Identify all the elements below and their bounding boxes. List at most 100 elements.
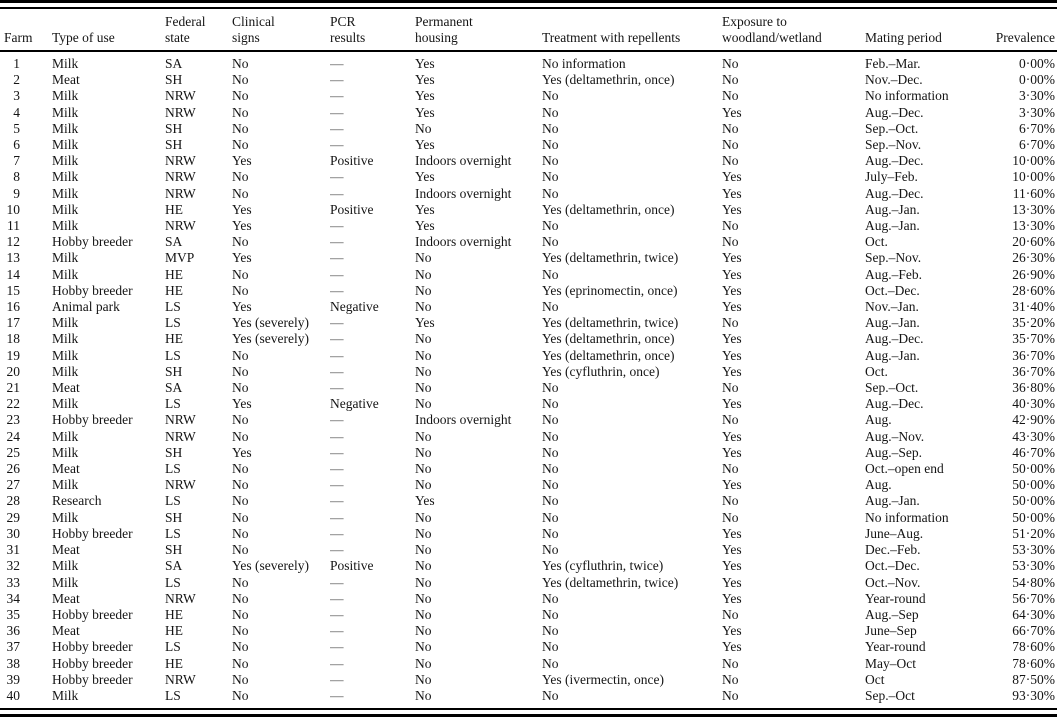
table-row: 23 Hobby breeder NRW No — Indoors overnight No… xyxy=(0,412,1057,428)
table-cell: — xyxy=(330,461,415,477)
table-cell: No xyxy=(232,477,249,493)
table-row: 39 Hobby breeder NRW No — No Yes (ivermectin, … xyxy=(0,672,1057,688)
table-row: 32 Milk SA Yes (severely) Positive No Yes (cyf… xyxy=(0,558,1057,574)
table-cell: No xyxy=(542,655,559,671)
table-row: 4 Milk NRW No — Yes No Yes Aug.–Dec. 3·30% xyxy=(0,105,1057,121)
table-cell: No xyxy=(542,299,559,315)
em-dash-placeholder: — xyxy=(330,671,344,687)
table-cell: No xyxy=(232,574,249,590)
table-cell: SH xyxy=(165,542,183,558)
table-cell: 3·30% xyxy=(1019,88,1055,104)
table-cell: Yes xyxy=(415,72,435,88)
table-cell: No xyxy=(415,542,432,558)
table-cell: 8 xyxy=(13,169,20,185)
table-cell: 32 xyxy=(6,558,21,574)
table-cell: Yes (ivermectin, once) xyxy=(542,671,664,687)
table-cell: HE xyxy=(165,201,183,217)
table-cell: No xyxy=(542,120,559,136)
table-cell: No information xyxy=(865,509,949,525)
table-cell: Nov.–Dec. xyxy=(865,72,923,88)
table-cell: Yes xyxy=(415,56,435,71)
table-cell: Aug.–Dec. xyxy=(865,185,924,201)
table-cell: HE xyxy=(165,655,183,671)
table-cell: — xyxy=(330,88,415,104)
table-cell: 50·00% xyxy=(1012,493,1055,509)
table-cell: 3·30% xyxy=(1019,104,1055,120)
table-cell: Yes (cyfluthrin, twice) xyxy=(542,558,664,574)
table-cell: Milk xyxy=(52,56,79,71)
table-cell: Yes (deltamethrin, twice) xyxy=(542,574,679,590)
table-cell: 51·20% xyxy=(1012,525,1055,541)
table-cell: 20 xyxy=(6,363,21,379)
table-cell: Sep.–Oct. xyxy=(865,120,919,136)
table-cell: Milk xyxy=(52,137,79,153)
table-cell: Yes xyxy=(415,201,435,217)
table-cell: Positive xyxy=(330,558,374,574)
table-cell: 15 xyxy=(6,282,21,298)
table-cell: — xyxy=(330,364,415,380)
table-cell: Yes (deltamethrin, twice) xyxy=(542,315,679,331)
table-cell: — xyxy=(330,542,415,558)
table-cell: No xyxy=(415,250,432,266)
table-cell: No xyxy=(542,639,559,655)
table-cell: No xyxy=(232,461,249,477)
em-dash-placeholder: — xyxy=(330,315,344,331)
table-cell: Hobby breeder xyxy=(52,282,133,298)
table-cell: 36·80% xyxy=(1012,380,1055,396)
table-cell: 28·60% xyxy=(1012,282,1055,298)
table-cell: 7 xyxy=(13,153,20,169)
table-cell: No xyxy=(722,153,739,169)
table-cell: LS xyxy=(165,315,181,331)
table-cell: No xyxy=(722,412,739,428)
table-cell: 13·30% xyxy=(1012,201,1055,217)
table-cell: No xyxy=(232,137,249,153)
table-cell: No xyxy=(415,363,432,379)
table-cell: 17 xyxy=(6,315,21,331)
table-row: 8 Milk NRW No — Yes No Yes July–Feb. 10·00% xyxy=(0,169,1057,185)
table-cell: No xyxy=(232,525,249,541)
table-cell: No xyxy=(415,623,432,639)
table-cell: 21 xyxy=(6,380,21,396)
table-cell: No xyxy=(722,120,739,136)
table-cell: No xyxy=(722,671,739,687)
table-cell: 22 xyxy=(6,396,21,412)
table-cell: Yes xyxy=(722,266,742,282)
table-cell: Hobby breeder xyxy=(52,412,133,428)
table-cell: Milk xyxy=(52,331,79,347)
table-cell: Yes xyxy=(722,444,742,460)
table-cell: 0·00% xyxy=(1019,72,1055,88)
em-dash-placeholder: — xyxy=(330,234,344,250)
table-cell: SH xyxy=(165,72,183,88)
em-dash-placeholder: — xyxy=(330,509,344,525)
table-cell: No xyxy=(415,331,432,347)
table-row: 29 Milk SH No — No No No No information 50·00% xyxy=(0,510,1057,526)
table-cell: 50·00% xyxy=(1012,477,1055,493)
table-cell: Aug.–Jan. xyxy=(865,315,920,331)
table-cell: No xyxy=(542,88,559,104)
table-cell: Milk xyxy=(52,120,79,136)
table-cell: Yes xyxy=(415,218,435,234)
column-header-prevalence: Prevalence xyxy=(980,9,1057,52)
table-cell: — xyxy=(330,234,415,250)
table-cell: 20·60% xyxy=(1012,234,1055,250)
table-cell: Milk xyxy=(52,428,79,444)
table-cell: Milk xyxy=(52,266,79,282)
table-cell: — xyxy=(330,250,415,266)
table-cell: No xyxy=(232,282,249,298)
em-dash-placeholder: — xyxy=(330,137,344,153)
table-cell: — xyxy=(330,639,415,655)
table-cell: 24 xyxy=(6,428,21,444)
table-cell: 6 xyxy=(13,137,20,153)
table-row: 18 Milk HE Yes (severely) — No Yes (deltamethr… xyxy=(0,331,1057,347)
column-header-federal-state: Federal state xyxy=(165,9,232,52)
table-cell: Yes xyxy=(722,169,742,185)
table-cell: — xyxy=(330,429,415,445)
table-cell: No xyxy=(542,185,559,201)
table-cell: No xyxy=(415,266,432,282)
table-cell: — xyxy=(330,688,415,704)
table-row: 16 Animal park LS Yes Negative No No Yes Nov.–Ja… xyxy=(0,299,1057,315)
table-cell: — xyxy=(330,591,415,607)
em-dash-placeholder: — xyxy=(330,250,344,266)
table-cell: Oct xyxy=(865,671,885,687)
table-cell: No xyxy=(232,623,249,639)
